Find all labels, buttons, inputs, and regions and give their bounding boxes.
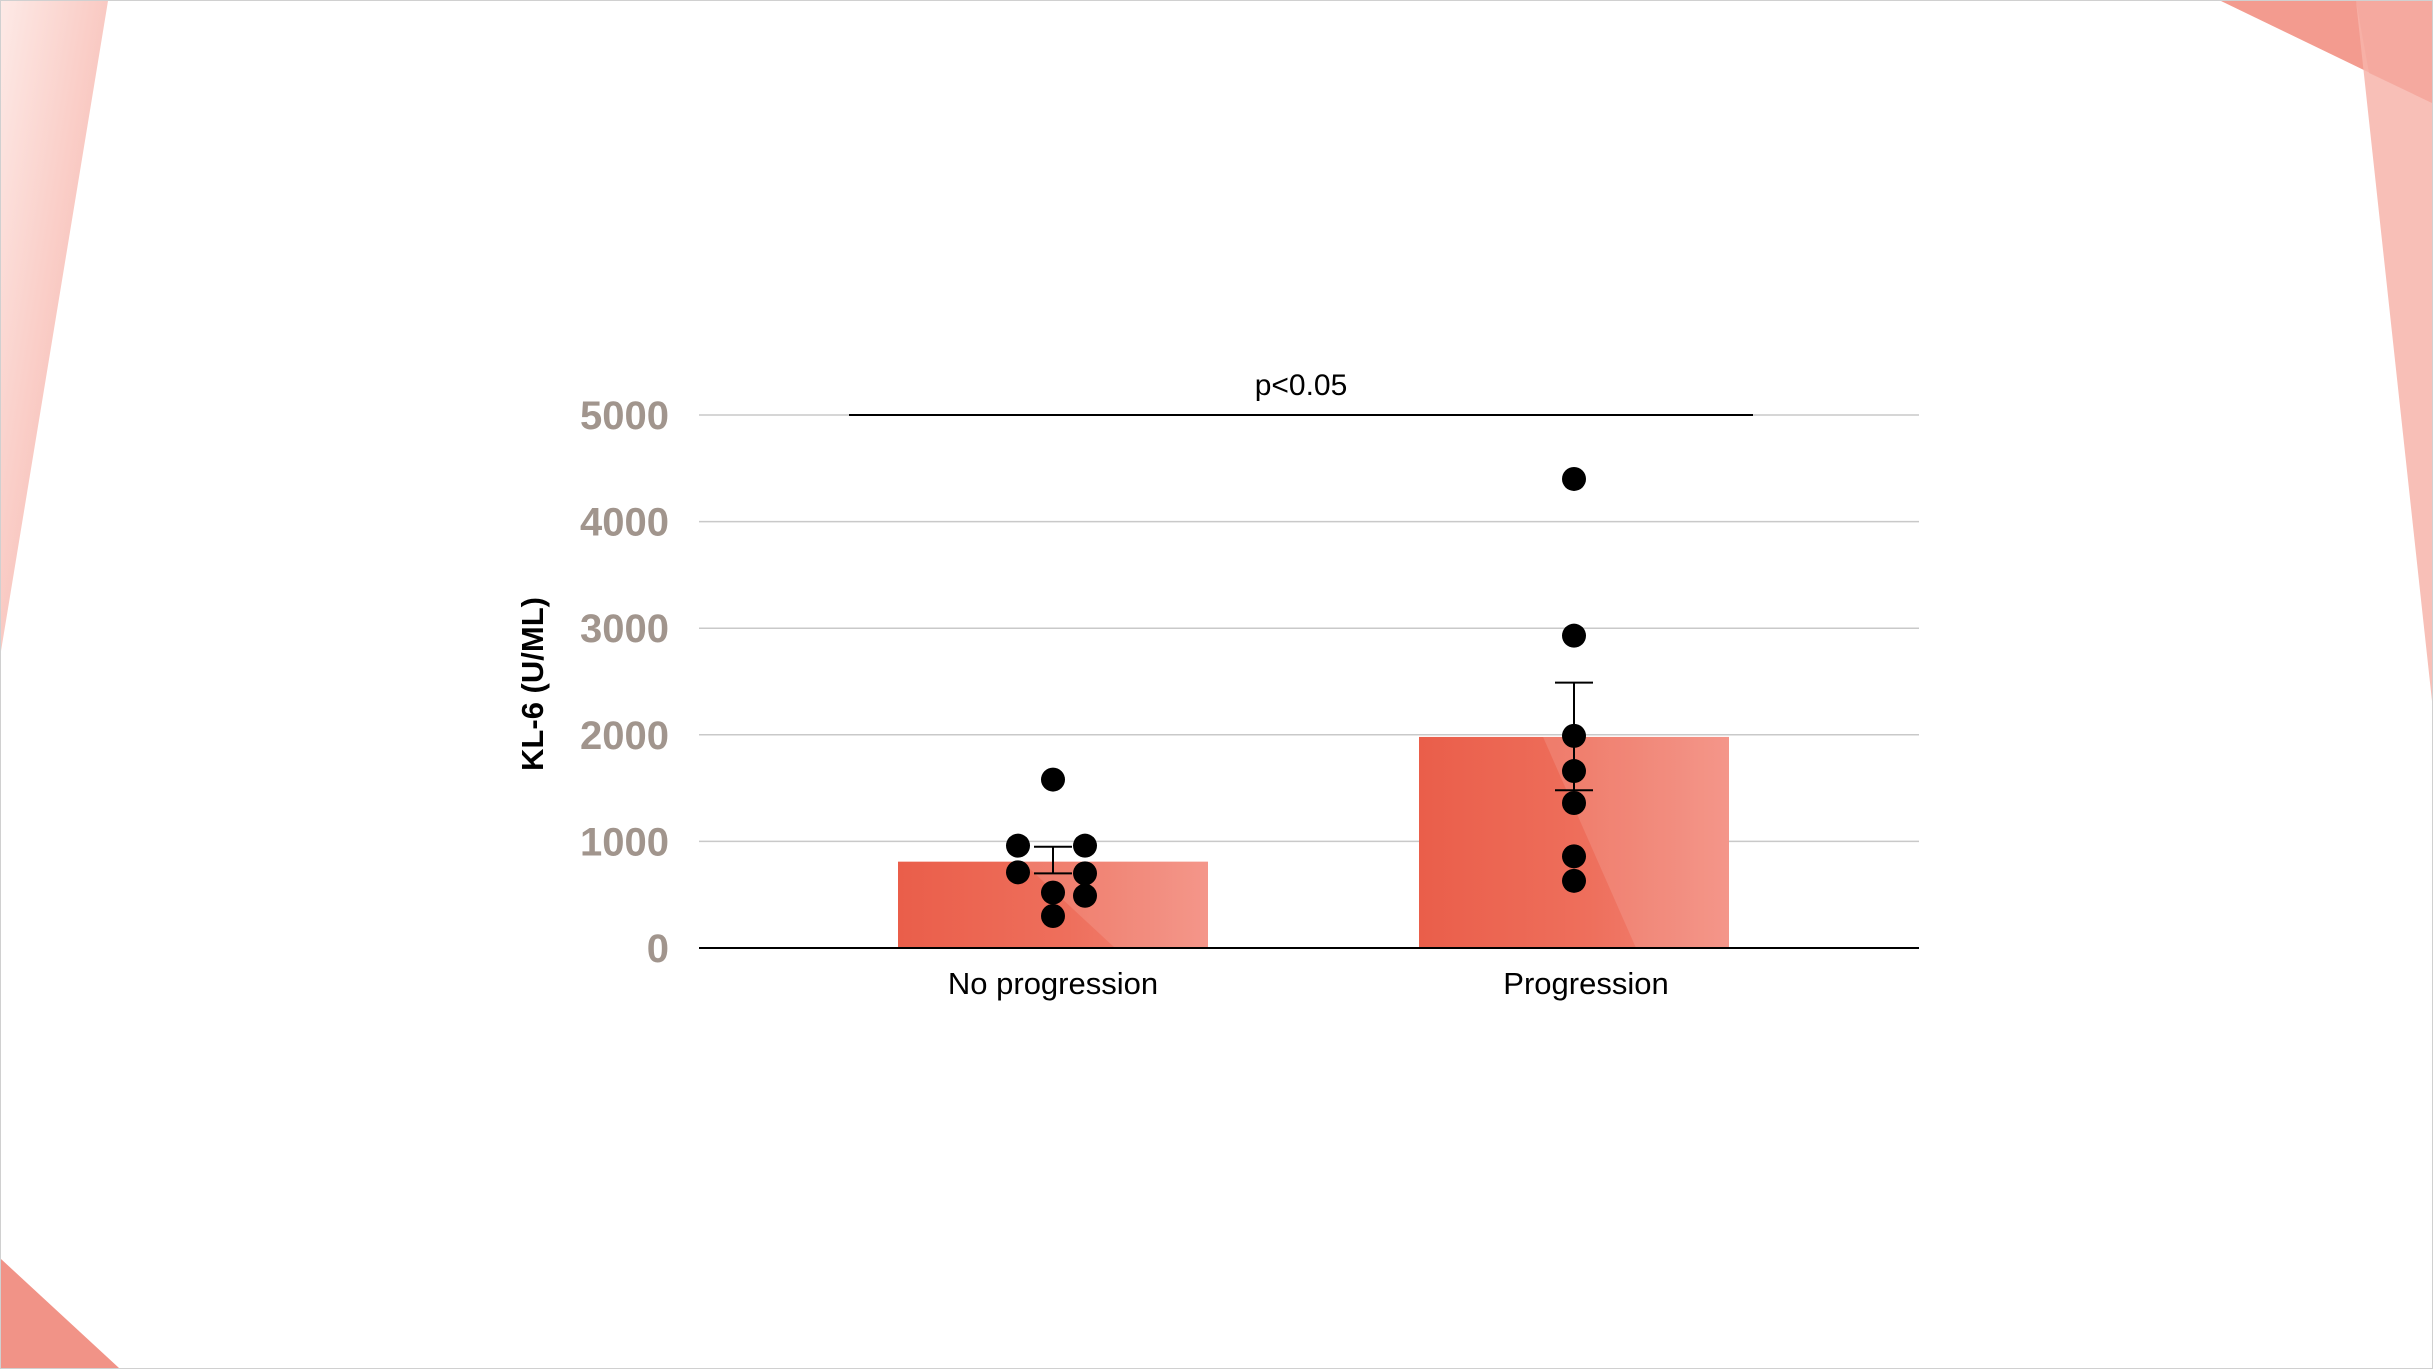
bar-highlight <box>1022 861 1208 948</box>
bars <box>898 736 1729 948</box>
data-point <box>1562 791 1586 816</box>
data-point <box>1562 623 1586 648</box>
data-point <box>1562 723 1586 748</box>
data-point <box>1041 880 1065 905</box>
y-tick-label: 1000 <box>580 820 669 864</box>
gridlines <box>699 414 1919 843</box>
y-tick-label: 5000 <box>580 394 669 438</box>
x-category-labels: No progression Progression <box>948 966 1669 1001</box>
y-tick-label: 0 <box>647 927 669 971</box>
data-point <box>1073 861 1097 886</box>
data-point <box>1562 466 1586 491</box>
y-tick-labels: 0 1000 2000 3000 4000 5000 <box>580 394 669 971</box>
y-tick-label: 4000 <box>580 501 669 545</box>
left-decoration-shape <box>1 1 108 651</box>
significance-label: p<0.05 <box>1255 369 1348 402</box>
x-category-label: Progression <box>1503 966 1668 1001</box>
data-points <box>1006 466 1586 929</box>
y-axis-label: KL-6 (U/ML) <box>515 597 550 771</box>
y-tick-label: 3000 <box>580 607 669 651</box>
bottom-left-decoration-shape <box>1 1259 119 1368</box>
data-point <box>1073 833 1097 858</box>
x-category-label: No progression <box>948 966 1158 1001</box>
data-point <box>1041 767 1065 792</box>
y-tick-label: 2000 <box>580 714 669 758</box>
data-point <box>1073 883 1097 908</box>
data-point <box>1006 860 1030 885</box>
data-point <box>1562 759 1586 784</box>
data-point <box>1006 833 1030 858</box>
data-point <box>1562 868 1586 893</box>
data-point <box>1562 844 1586 869</box>
right-edge-decoration-shape <box>2356 1 2432 701</box>
data-point <box>1041 904 1065 929</box>
